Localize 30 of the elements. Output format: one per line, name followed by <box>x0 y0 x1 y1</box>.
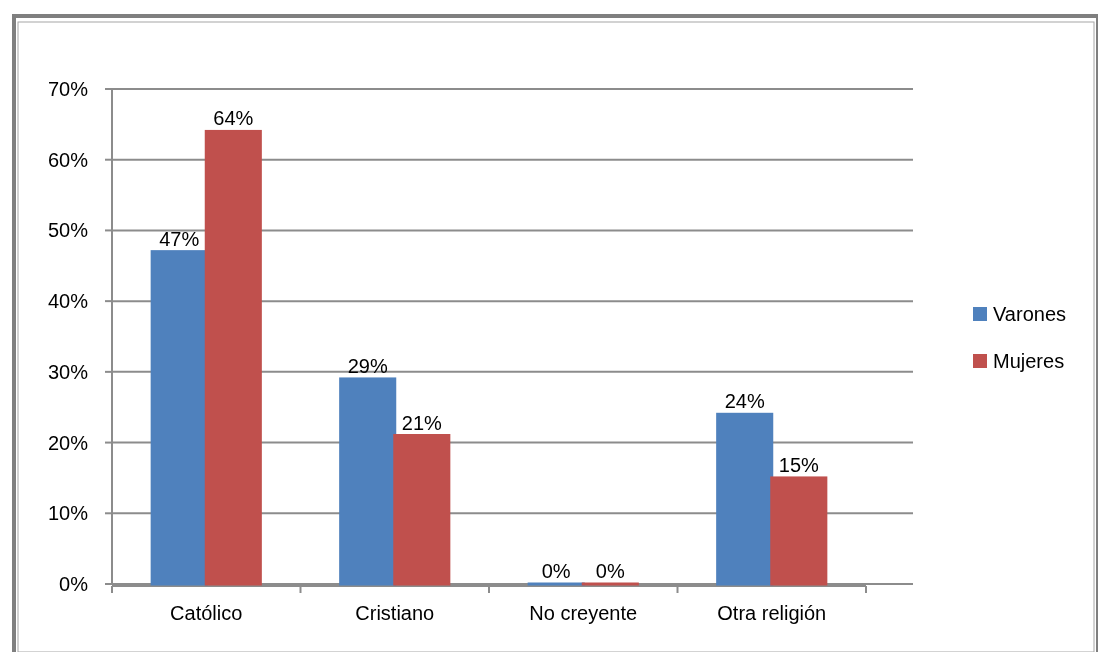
x-tick-label: No creyente <box>529 602 638 624</box>
x-tick-label: Cristiano <box>355 602 435 624</box>
bar <box>150 250 208 586</box>
data-label: 29% <box>347 354 388 377</box>
bar <box>716 412 774 586</box>
data-label: 0% <box>541 560 571 582</box>
y-tick-label: 0% <box>59 573 89 595</box>
legend-label: Varones <box>993 303 1067 325</box>
x-tick-label: Católico <box>170 602 243 624</box>
bar <box>770 476 828 586</box>
bar <box>204 129 262 586</box>
bar <box>393 434 451 586</box>
y-tick-label: 30% <box>47 360 89 383</box>
data-label: 24% <box>724 390 765 413</box>
x-tick-label: Otra religión <box>717 602 827 624</box>
data-label: 21% <box>401 411 443 434</box>
data-label: 0% <box>595 560 625 582</box>
legend-label: Mujeres <box>993 350 1065 372</box>
data-label: 15% <box>778 453 820 476</box>
data-label: 64% <box>213 107 254 130</box>
y-tick-label: 70% <box>47 78 89 100</box>
data-label: 47% <box>159 227 200 250</box>
y-tick-label: 50% <box>47 219 89 242</box>
bar <box>581 582 639 586</box>
bar <box>339 377 397 586</box>
y-tick-label: 20% <box>47 431 89 454</box>
bar <box>527 582 585 586</box>
y-tick-label: 10% <box>47 502 89 525</box>
y-tick-label: 40% <box>47 290 89 313</box>
y-tick-label: 60% <box>47 148 89 171</box>
